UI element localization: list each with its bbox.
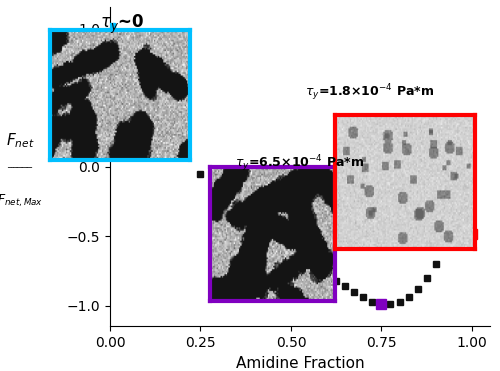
X-axis label: Amidine Fraction: Amidine Fraction bbox=[236, 356, 364, 371]
Text: $\tau_y$~0: $\tau_y$~0 bbox=[100, 13, 144, 36]
Text: $F_{net,Max}$: $F_{net,Max}$ bbox=[0, 192, 43, 209]
Text: $\tau_y$=1.8×10$^{-4}$ Pa*m: $\tau_y$=1.8×10$^{-4}$ Pa*m bbox=[305, 82, 434, 103]
Text: $F_{net}$: $F_{net}$ bbox=[6, 132, 34, 150]
Text: $\tau_y$=6.5×10$^{-4}$ Pa*m: $\tau_y$=6.5×10$^{-4}$ Pa*m bbox=[235, 153, 364, 174]
Text: ─────: ───── bbox=[8, 162, 32, 171]
